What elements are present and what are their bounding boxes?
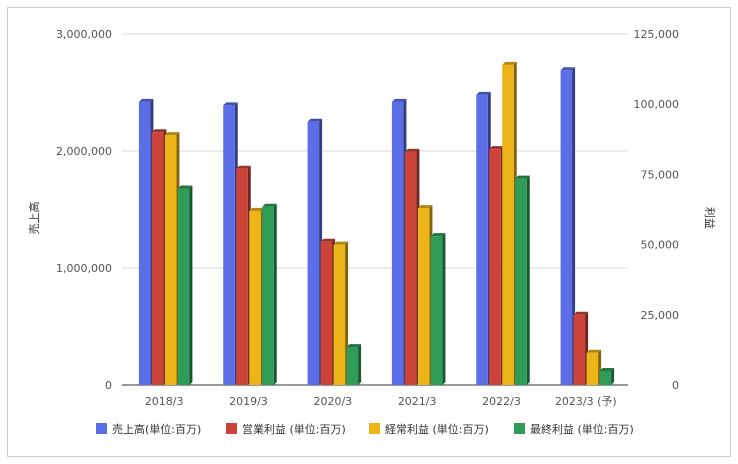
bar (573, 311, 589, 385)
right-tick-label: 75,000 (641, 168, 680, 181)
bar (177, 185, 193, 385)
right-tick-label: 25,000 (641, 309, 680, 322)
x-tick-label: 2018/3 (145, 395, 184, 408)
right-axis-ticks: 0 25,000 50,000 75,000 100,000 125,000 (634, 28, 680, 392)
legend: 売上高(単位:百万) 営業利益 (単位:百万) 経常利益 (単位:百万) 最終利益 (… (96, 422, 634, 436)
right-tick-label: 0 (672, 379, 679, 392)
bar (599, 367, 615, 385)
bar (262, 203, 277, 385)
x-tick-label: 2020/3 (313, 395, 352, 408)
legend-item: 営業利益 (単位:百万) (226, 422, 346, 436)
left-axis-ticks: 0 1,000,000 2,000,000 3,000,000 (56, 28, 112, 392)
bar (307, 118, 323, 385)
legend-item: 経常利益 (単位:百万) (369, 422, 489, 436)
x-axis-ticks: 2018/3 2019/3 2020/3 2021/3 2022/3 2023/3 (予) (145, 395, 617, 408)
bar (151, 129, 167, 385)
right-tick-label: 125,000 (634, 28, 680, 41)
bar (164, 132, 180, 385)
right-tick-label: 50,000 (641, 239, 680, 252)
bars (138, 61, 615, 386)
bar (417, 205, 433, 385)
right-axis-title: 利益 (703, 207, 717, 229)
left-axis-title: 売上高 (27, 202, 41, 235)
bar (430, 233, 446, 385)
legend-swatch (369, 423, 380, 434)
bar (138, 98, 154, 386)
bar (249, 207, 264, 385)
bar (489, 146, 504, 385)
left-tick-label: 1,000,000 (56, 262, 112, 275)
legend-item: 最終利益 (単位:百万) (514, 422, 634, 436)
bar (346, 344, 362, 385)
x-tick-label: 2023/3 (予) (555, 395, 617, 408)
right-tick-label: 100,000 (634, 98, 680, 111)
bar (404, 148, 420, 385)
bar (333, 241, 349, 385)
legend-label: 経常利益 (単位:百万) (385, 422, 489, 436)
legend-label: 最終利益 (単位:百万) (530, 422, 634, 436)
x-tick-label: 2021/3 (398, 395, 437, 408)
x-tick-label: 2022/3 (482, 395, 521, 408)
bar (476, 91, 491, 385)
x-tick-label: 2019/3 (229, 395, 268, 408)
bar (236, 165, 251, 385)
gridlines (122, 33, 628, 386)
bar (223, 102, 238, 386)
legend-swatch (514, 423, 525, 434)
legend-swatch (226, 423, 237, 434)
left-tick-label: 0 (105, 379, 112, 392)
left-tick-label: 2,000,000 (56, 145, 112, 158)
bar (391, 98, 407, 386)
bar (586, 349, 602, 385)
legend-swatch (96, 423, 107, 434)
bar (560, 67, 576, 386)
legend-label: 売上高(単位:百万) (112, 422, 201, 436)
legend-item: 売上高(単位:百万) (96, 422, 201, 436)
bar (320, 238, 336, 385)
left-tick-label: 3,000,000 (56, 28, 112, 41)
bar (515, 175, 530, 385)
bar (502, 61, 517, 385)
legend-label: 営業利益 (単位:百万) (242, 422, 346, 436)
